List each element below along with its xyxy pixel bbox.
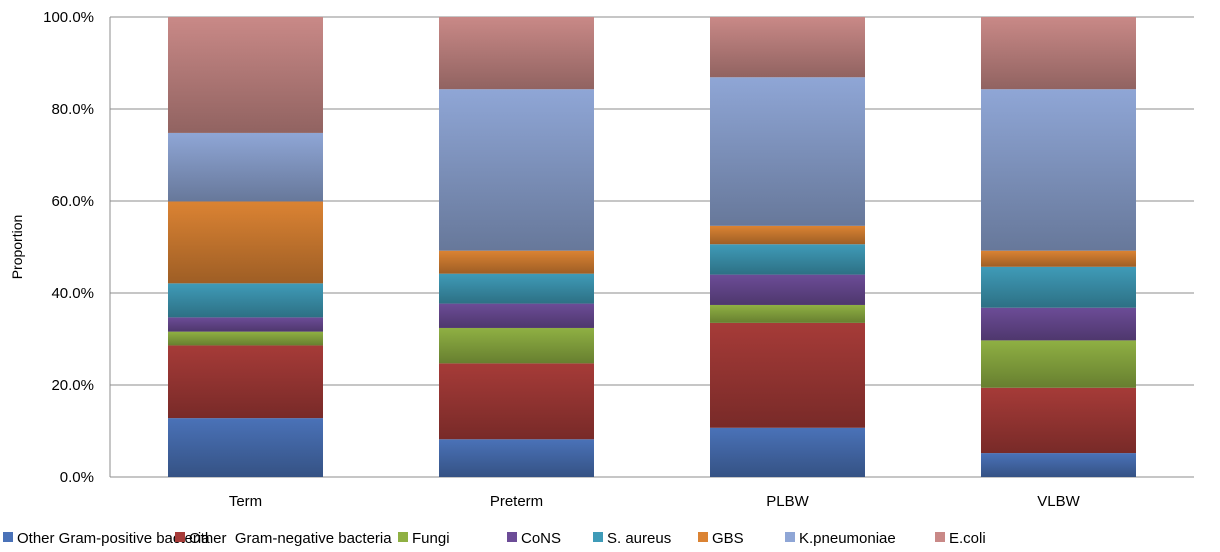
bar-segment <box>981 387 1136 454</box>
bar-segment <box>981 340 1136 388</box>
y-axis-ticks: 0.0% 20.0% 40.0% 60.0% 80.0% 100.0% <box>43 9 94 486</box>
bars <box>168 17 1136 477</box>
y-axis-label: Proportion <box>9 215 25 280</box>
x-tick-label: VLBW <box>1037 493 1080 510</box>
bar-segment <box>710 427 865 477</box>
legend-label: Other Gram-positive bacteria <box>17 530 210 547</box>
legend-swatch <box>175 532 185 542</box>
bar-segment <box>439 17 594 90</box>
bar-segment <box>981 307 1136 341</box>
legend-label: Fungi <box>412 530 450 547</box>
bar-segment <box>439 250 594 274</box>
legend-swatch <box>935 532 945 542</box>
x-tick-label: Preterm <box>490 493 543 510</box>
bar-segment <box>168 418 323 477</box>
bar-segment <box>168 345 323 419</box>
bar-segment <box>710 304 865 323</box>
legend-swatch <box>593 532 603 542</box>
y-tick-label: 0.0% <box>60 469 94 486</box>
bar-segment <box>710 17 865 78</box>
bar-segment <box>981 250 1136 267</box>
legend-swatch <box>398 532 408 542</box>
x-tick-label: PLBW <box>766 493 809 510</box>
bar-segment <box>168 17 323 133</box>
legend-label: CoNS <box>521 530 561 547</box>
bar-segment <box>439 89 594 251</box>
x-tick-label: Term <box>229 493 262 510</box>
y-tick-label: 100.0% <box>43 9 94 26</box>
bar-segment <box>168 331 323 346</box>
bar-segment <box>710 77 865 226</box>
bar-segment <box>981 266 1136 308</box>
bar-segment <box>439 439 594 477</box>
bar-segment <box>168 201 323 284</box>
legend-swatch <box>785 532 795 542</box>
bar-segment <box>439 303 594 328</box>
legend-swatch <box>698 532 708 542</box>
bar-segment <box>439 363 594 440</box>
x-axis-ticks: Term Preterm PLBW VLBW <box>229 493 1081 510</box>
bar-segment <box>981 17 1136 90</box>
y-tick-label: 40.0% <box>51 285 94 302</box>
bar-segment <box>168 132 323 202</box>
bar-segment <box>439 273 594 304</box>
legend-label: GBS <box>712 530 744 547</box>
y-tick-label: 80.0% <box>51 101 94 118</box>
bar-segment <box>710 225 865 245</box>
bar-segment <box>710 274 865 305</box>
bar-segment <box>981 453 1136 477</box>
legend-label: Other Gram-negative bacteria <box>189 530 392 547</box>
legend-label: K.pneumoniae <box>799 530 896 547</box>
bar-segment <box>168 283 323 318</box>
bar-segment <box>710 244 865 275</box>
y-tick-label: 60.0% <box>51 193 94 210</box>
bar-segment <box>439 327 594 364</box>
legend-label: S. aureus <box>607 530 671 547</box>
legend-label: E.coli <box>949 530 986 547</box>
legend-swatch <box>507 532 517 542</box>
bar-segment <box>168 317 323 332</box>
y-tick-label: 20.0% <box>51 377 94 394</box>
bar-segment <box>710 322 865 428</box>
legend-swatch <box>3 532 13 542</box>
bar-segment <box>981 89 1136 251</box>
